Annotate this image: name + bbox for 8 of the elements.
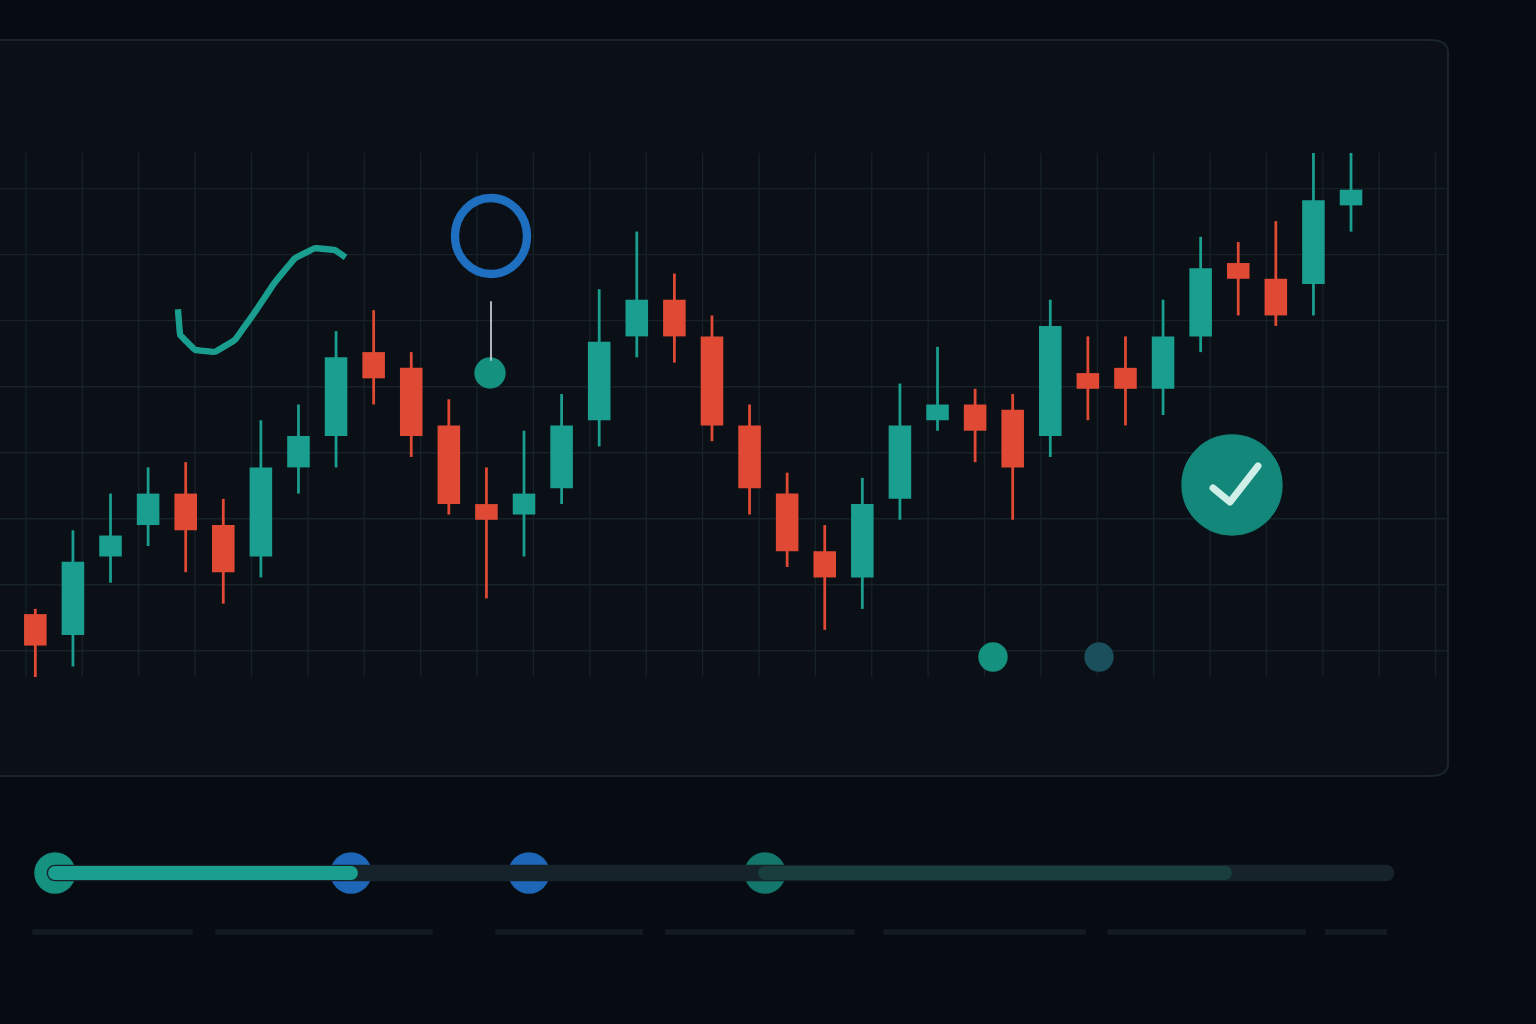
candlestick	[99, 492, 122, 585]
candlestick	[1114, 335, 1137, 427]
candlestick	[926, 345, 949, 433]
candlestick	[512, 429, 536, 558]
candlestick	[1339, 153, 1363, 233]
candlestick	[1076, 335, 1100, 422]
candlestick	[475, 466, 498, 600]
candlestick	[1226, 240, 1250, 317]
